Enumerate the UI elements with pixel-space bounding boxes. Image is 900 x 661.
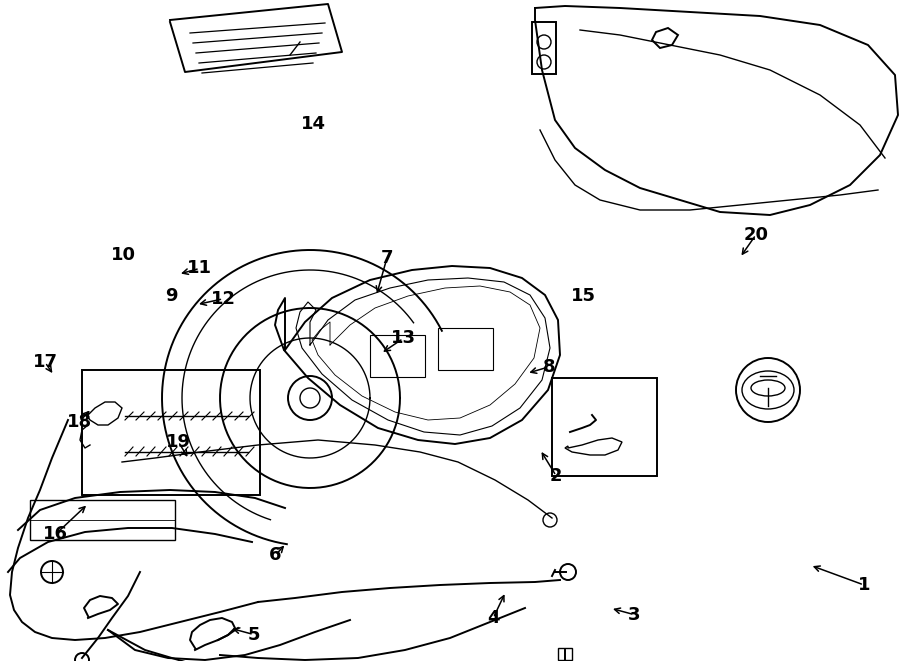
Text: 7: 7	[381, 249, 393, 267]
Bar	[532, 22, 556, 74]
Bar	[558, 648, 572, 660]
Text: 13: 13	[391, 329, 416, 348]
Bar	[438, 328, 493, 370]
Text: 8: 8	[543, 358, 555, 376]
Bar	[552, 378, 657, 476]
Text: 17: 17	[32, 353, 58, 371]
Bar	[370, 335, 425, 377]
Text: 4: 4	[487, 609, 500, 627]
Text: 9: 9	[165, 287, 177, 305]
Text: 19: 19	[166, 432, 191, 451]
Text: 15: 15	[571, 287, 596, 305]
Text: 16: 16	[43, 525, 68, 543]
Text: 18: 18	[67, 412, 92, 431]
Text: 11: 11	[187, 259, 212, 278]
Text: 3: 3	[628, 605, 641, 624]
Text: 10: 10	[111, 246, 136, 264]
Text: 6: 6	[269, 546, 282, 564]
Bar	[30, 500, 175, 540]
Bar	[82, 370, 260, 495]
Text: 14: 14	[301, 115, 326, 134]
Text: 5: 5	[248, 625, 260, 644]
Text: 12: 12	[211, 290, 236, 308]
Text: 1: 1	[858, 576, 870, 594]
Text: 20: 20	[743, 225, 769, 244]
Text: 2: 2	[550, 467, 562, 485]
